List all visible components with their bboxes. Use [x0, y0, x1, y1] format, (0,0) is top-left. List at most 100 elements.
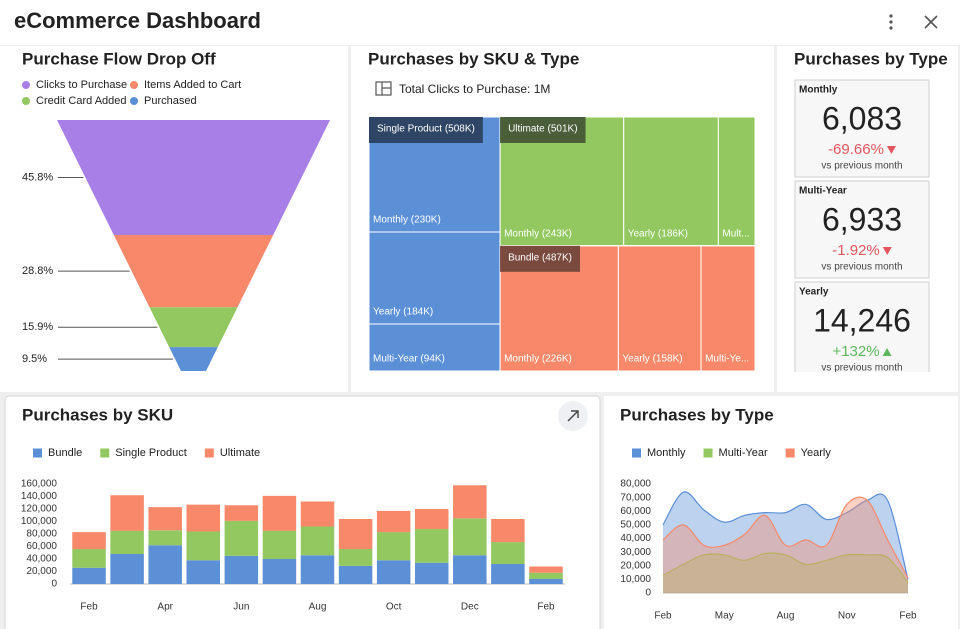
- kpi-name: Multi-Year: [799, 186, 847, 197]
- group-label-box: [369, 117, 483, 143]
- bar: [186, 504, 221, 532]
- bar: [300, 555, 335, 584]
- legend-label: Ultimate: [220, 447, 260, 459]
- chart-title: Purchases by Type: [794, 49, 948, 68]
- legend-label: Clicks to Purchase: [36, 79, 127, 91]
- treemap-cell: [368, 323, 501, 372]
- bar: [148, 507, 182, 531]
- bar: [224, 505, 259, 521]
- x-tick-label: Apr: [157, 602, 173, 613]
- value-label: 15.9%: [22, 321, 53, 333]
- bar: [338, 519, 373, 549]
- y-tick-label: 100,000: [21, 516, 58, 527]
- y-tick-label: 30,000: [620, 547, 651, 558]
- area: [663, 497, 908, 593]
- x-tick-label: Nov: [838, 611, 856, 622]
- x-tick-label: Feb: [80, 602, 98, 613]
- bar: [453, 518, 487, 556]
- expand-button[interactable]: [558, 401, 588, 431]
- y-tick-label: 20,000: [26, 566, 57, 577]
- bar: [376, 532, 411, 561]
- cell-label: Yearly (186K): [628, 228, 688, 239]
- area-line: [662, 496, 909, 579]
- value-label: 28.8%: [22, 265, 53, 277]
- bar: [224, 555, 259, 584]
- legend-marker: [33, 448, 42, 458]
- legend-marker: [703, 448, 713, 458]
- cell-label: Monthly (226K): [504, 354, 572, 365]
- funnel-segment: [113, 234, 274, 308]
- kpi-card: [794, 180, 930, 279]
- bar: [414, 509, 449, 529]
- y-tick-label: 120,000: [21, 504, 58, 515]
- cell-label: Mult...: [722, 228, 749, 239]
- kpi-group: Monthly 6,083 -69.66% vs previous month Mult…: [794, 79, 930, 374]
- legend-marker: [785, 448, 795, 458]
- x-tick-label: Feb: [654, 611, 672, 622]
- legend-marker: [204, 448, 214, 458]
- kpi-note: vs previous month: [821, 262, 902, 273]
- treemap-cell: [700, 245, 756, 372]
- y-tick-label: 0: [51, 579, 57, 590]
- close-button[interactable]: [924, 15, 938, 29]
- x-tick-label: Aug: [309, 602, 327, 613]
- kpi-value: 6,083: [822, 100, 902, 136]
- legend-marker: [100, 448, 110, 458]
- y-tick-label: 40,000: [620, 533, 651, 544]
- dashboard-title: eCommerce Dashboard: [14, 8, 261, 33]
- y-tick-label: 20,000: [620, 560, 651, 571]
- chart-title: Purchases by SKU & Type: [368, 49, 579, 68]
- x-tick-label: Oct: [386, 602, 402, 613]
- x-tick-label: Aug: [777, 611, 795, 622]
- y-tick-label: 50,000: [620, 520, 651, 531]
- group-label: Bundle (487K): [508, 252, 572, 263]
- kpi-note: vs previous month: [821, 363, 902, 374]
- cell-label: Yearly (158K): [622, 354, 682, 365]
- menu-button[interactable]: [889, 14, 893, 30]
- kpi-change: -69.66%: [828, 141, 884, 158]
- legend-marker: [130, 81, 138, 89]
- value-label: 45.8%: [22, 171, 53, 183]
- y-tick-label: 80,000: [620, 479, 651, 490]
- y-tick-label: 80,000: [26, 529, 57, 540]
- area: [663, 553, 908, 593]
- chart-title: Purchases by SKU: [22, 405, 173, 424]
- y-tick-label: 60,000: [620, 506, 651, 517]
- y-tick-label: 0: [645, 588, 651, 599]
- legend-label: Purchased: [144, 95, 197, 107]
- bar: [72, 549, 106, 568]
- bar: [262, 495, 297, 531]
- legend-label: Single Product: [115, 447, 187, 459]
- legend-label: Monthly: [647, 447, 686, 459]
- bar: [110, 530, 144, 554]
- bar: [529, 566, 563, 573]
- legend-label: Credit Card Added: [36, 95, 127, 107]
- chart-title: Purchases by Type: [620, 405, 774, 424]
- bar: [186, 531, 221, 561]
- bar: [414, 562, 449, 584]
- legend-marker: [130, 97, 138, 105]
- bar: [72, 567, 106, 584]
- bar: [110, 495, 144, 531]
- kpi-value: 6,933: [822, 201, 902, 237]
- y-tick-label: 10,000: [620, 574, 651, 585]
- kpi-note: vs previous month: [821, 161, 902, 172]
- cell-label: Monthly (230K): [373, 215, 441, 226]
- bar: [453, 555, 487, 584]
- bar: [72, 532, 106, 549]
- chart-subtitle: Total Clicks to Purchase: 1M: [399, 82, 550, 96]
- kpi-arrow: [882, 348, 892, 356]
- cell-label: Multi-Year (94K): [373, 354, 445, 365]
- bar: [262, 559, 297, 584]
- legend-label: Multi-Year: [719, 447, 768, 459]
- kpi-value: 14,246: [813, 302, 911, 338]
- kpi-card: [794, 79, 930, 178]
- treemap-icon: [375, 81, 392, 96]
- area: [663, 491, 908, 593]
- treemap-cell: [617, 245, 702, 372]
- legend-marker: [22, 81, 30, 89]
- area-line: [662, 491, 909, 580]
- group-label-box: [500, 117, 586, 143]
- y-tick-label: 40,000: [26, 554, 57, 565]
